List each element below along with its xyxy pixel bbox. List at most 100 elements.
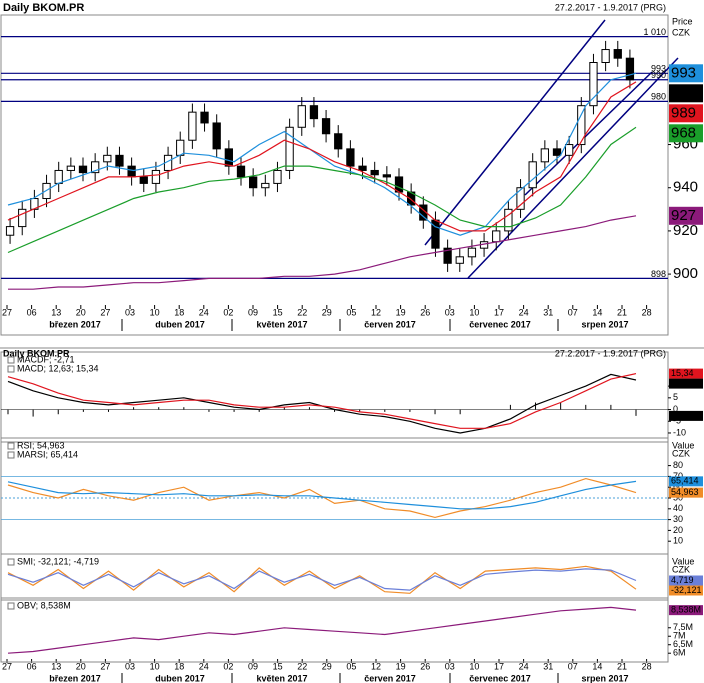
x-tick-label: 20 <box>76 661 86 671</box>
y-tick-label: 6,5M <box>673 639 693 649</box>
y-tick-label: 7,5M <box>673 622 693 632</box>
x-tick-label: 24 <box>519 661 529 671</box>
value-box <box>669 368 703 379</box>
value-box <box>669 104 703 123</box>
month-label: červenec 2017 <box>469 673 531 683</box>
indicator-line <box>7 568 637 591</box>
axis-title: Price <box>672 16 693 26</box>
candle-body <box>54 169 63 184</box>
trend-channel <box>524 71 653 196</box>
candle-body <box>261 182 270 189</box>
x-tick-label: 18 <box>174 307 184 317</box>
value-box <box>669 378 703 389</box>
candle-body <box>91 161 100 174</box>
legend-label: MACDF; -2,71 <box>17 354 75 364</box>
candle-body <box>139 176 148 184</box>
level-label: 980 <box>651 92 666 102</box>
value-box-label: 54,963 <box>671 487 699 497</box>
legend-swatch <box>7 451 15 459</box>
x-tick-label: 10 <box>150 661 160 671</box>
x-tick-label: 07 <box>568 661 578 671</box>
axis-unit: CZK <box>672 27 690 37</box>
x-tick-label: 10 <box>469 307 479 317</box>
y-tick-label: 6M <box>673 648 686 658</box>
x-tick-label: 24 <box>199 661 209 671</box>
x-tick-label: 31 <box>543 307 553 317</box>
candle-body <box>346 148 355 167</box>
x-tick-label: 24 <box>519 307 529 317</box>
panel-frame <box>0 553 669 601</box>
value-box-label: 990 <box>671 84 696 101</box>
month-label: duben 2017 <box>155 673 205 683</box>
month-label: květen 2017 <box>256 673 307 683</box>
x-tick-label: 29 <box>322 661 332 671</box>
y-tick-label: 5 <box>673 392 678 402</box>
candle-body <box>540 148 549 163</box>
month-label: červen 2017 <box>364 673 416 683</box>
date-range: 27.2.2017 - 1.9.2017 (PRG) <box>555 348 666 358</box>
chart-title: Daily BKOM.PR <box>3 2 84 14</box>
value-box-label: 8,538M <box>671 605 701 615</box>
y-tick-label: 900 <box>673 265 698 282</box>
indicator-line <box>7 480 637 510</box>
x-tick-label: 19 <box>396 661 406 671</box>
value-box-label: 15,34 <box>671 368 694 378</box>
candle-body <box>66 165 75 171</box>
x-tick-label: 26 <box>420 307 430 317</box>
candle-body <box>504 208 513 232</box>
candle-body <box>103 154 112 163</box>
value-box-label: 968 <box>671 124 696 141</box>
candle-body <box>212 122 221 150</box>
x-tick-label: 10 <box>150 307 160 317</box>
x-tick-label: 15 <box>273 661 283 671</box>
x-tick-label: 27 <box>100 661 110 671</box>
candle-body <box>382 174 391 178</box>
x-tick-label: 21 <box>617 661 627 671</box>
x-tick-label: 02 <box>223 661 233 671</box>
candle-body <box>455 256 464 264</box>
panel-frame <box>0 351 669 443</box>
x-tick-label: 26 <box>420 661 430 671</box>
x-tick-label: 02 <box>223 307 233 317</box>
y-tick-label: 7M <box>673 631 686 641</box>
candle-body <box>358 165 367 171</box>
candle-body <box>565 144 574 156</box>
month-label: březen 2017 <box>49 319 101 329</box>
legend-label: OBV; 8,538M <box>17 600 71 610</box>
x-tick-label: 12 <box>371 307 381 317</box>
x-tick-label: 22 <box>297 661 307 671</box>
x-tick-label: 22 <box>297 307 307 317</box>
candle-body <box>285 126 294 171</box>
candle-body <box>613 49 622 59</box>
y-tick-label: 80 <box>673 460 683 470</box>
x-tick-label: 03 <box>125 661 135 671</box>
candle-body <box>5 226 15 236</box>
value-box-label: 4,719 <box>671 575 694 585</box>
candle-body <box>273 169 282 184</box>
candle-body <box>18 208 27 228</box>
value-box <box>669 84 703 103</box>
month-label: březen 2017 <box>49 673 101 683</box>
x-tick-label: 17 <box>494 307 504 317</box>
candle-body <box>516 187 525 210</box>
x-tick-label: 27 <box>2 661 12 671</box>
candle-body <box>552 148 562 156</box>
candle-body <box>370 169 379 176</box>
legend-label: MACD; 12,63; 15,34 <box>17 363 99 373</box>
axis-title: Value <box>672 556 694 566</box>
value-box-label: 65,414 <box>671 476 699 486</box>
month-label: květen 2017 <box>256 319 307 329</box>
moving-average <box>8 215 637 290</box>
candle-body <box>309 105 319 120</box>
y-tick-label: 60 <box>673 482 683 492</box>
price-frame <box>0 14 669 336</box>
value-box-label: 993 <box>671 64 696 81</box>
legend-swatch <box>7 558 15 566</box>
y-tick-label: 10 <box>673 536 683 546</box>
value-box-label: 989 <box>671 104 696 121</box>
y-tick-label: 20 <box>673 525 683 535</box>
candle-body <box>297 105 306 128</box>
y-tick-label: 920 <box>673 222 698 239</box>
